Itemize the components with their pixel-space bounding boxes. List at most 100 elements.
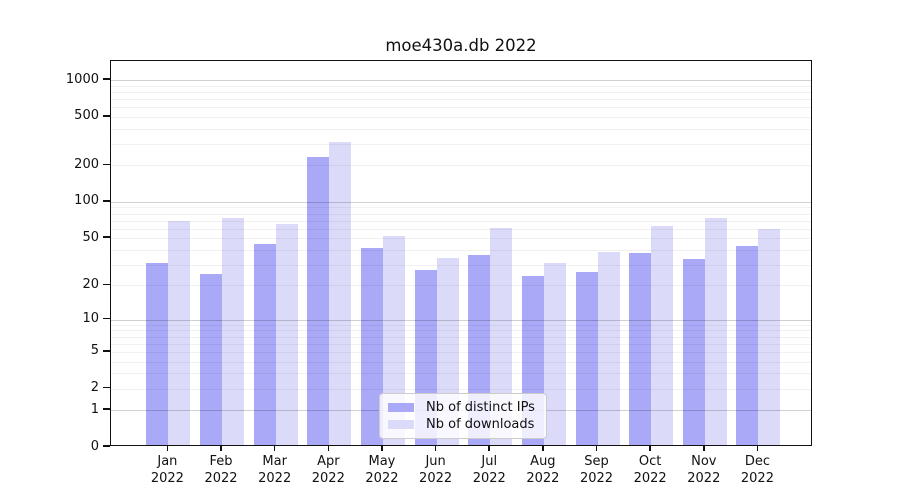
y-tick-mark — [103, 78, 110, 80]
x-tick-mark — [220, 446, 222, 451]
gridline-minor — [111, 264, 811, 266]
bar-distinct-ips-nov — [682, 259, 705, 445]
y-tick-mark — [103, 115, 110, 117]
x-tick-mark — [542, 446, 544, 451]
legend-item-distinct-ips: Nb of distinct IPs — [388, 399, 537, 416]
y-tick-mark — [103, 163, 110, 166]
x-tick-label: May 2022 — [355, 454, 409, 487]
gridline-major — [111, 319, 811, 321]
bar-downloads-sep — [597, 251, 620, 445]
x-tick-year: 2022 — [150, 470, 184, 486]
y-tick-label: 1000 — [65, 71, 99, 87]
x-tick-label: Dec 2022 — [730, 454, 784, 487]
x-tick-month: Nov — [691, 454, 717, 469]
legend-swatch-distinct-ips — [388, 403, 414, 412]
gridline-minor — [111, 388, 811, 390]
legend-label-distinct-ips: Nb of distinct IPs — [426, 400, 535, 415]
gridline-minor — [111, 330, 811, 332]
x-tick-month: Dec — [744, 454, 771, 469]
bar-downloads-apr — [329, 141, 352, 445]
x-tick-label: Sep 2022 — [570, 454, 624, 487]
y-tick-label: 500 — [74, 108, 99, 124]
x-tick-label: Jul 2022 — [462, 454, 516, 487]
gridline-minor — [111, 143, 811, 145]
gridline-major — [111, 80, 811, 82]
x-tick-mark — [327, 446, 330, 451]
x-tick-mark — [434, 446, 437, 451]
y-tick-mark — [103, 350, 110, 352]
x-tick-year: 2022 — [526, 470, 560, 486]
bar-downloads-oct — [651, 225, 674, 445]
bar-downloads-dec — [758, 229, 781, 445]
y-tick-mark — [103, 408, 110, 410]
x-tick-label: Jun 2022 — [409, 454, 463, 487]
gridline-minor — [111, 343, 811, 345]
gridline-minor — [111, 165, 811, 167]
x-tick-mark — [703, 446, 705, 451]
y-tick-label: 0 — [90, 438, 99, 454]
x-tick-mark — [166, 446, 169, 451]
x-tick-month: Jun — [425, 454, 446, 469]
gridline-minor — [111, 228, 811, 230]
gridline-minor — [111, 351, 811, 353]
x-tick-mark — [756, 446, 759, 451]
x-tick-year: 2022 — [740, 470, 774, 486]
bar-downloads-jan — [168, 220, 191, 445]
x-tick-year: 2022 — [258, 470, 292, 486]
bar-distinct-ips-dec — [736, 246, 759, 445]
bar-distinct-ips-sep — [575, 271, 598, 445]
x-tick-year: 2022 — [687, 470, 721, 486]
gridline-minor — [111, 85, 811, 87]
x-tick-year: 2022 — [311, 470, 345, 486]
x-tick-month: Feb — [209, 454, 233, 469]
x-tick-mark — [649, 446, 651, 451]
gridline-minor — [111, 116, 811, 118]
x-tick-mark — [381, 446, 383, 451]
gridline-minor — [111, 361, 811, 363]
x-tick-year: 2022 — [365, 470, 399, 486]
y-tick-mark — [103, 386, 110, 389]
bar-distinct-ips-jan — [146, 262, 169, 445]
x-tick-year: 2022 — [472, 470, 506, 486]
legend-label-downloads: Nb of downloads — [426, 417, 535, 432]
plot-area: Nb of distinct IPs Nb of downloads — [110, 60, 812, 446]
gridline-minor — [111, 249, 811, 251]
x-tick-mark — [273, 446, 276, 451]
gridline-minor — [111, 207, 811, 209]
bar-downloads-nov — [704, 217, 727, 445]
chart-title: moe430a.db 2022 — [385, 36, 537, 55]
gridline-minor — [111, 91, 811, 93]
x-tick-mark — [488, 446, 490, 451]
gridline-major — [111, 201, 811, 203]
gridline-minor — [111, 336, 811, 338]
gridline-minor — [111, 128, 811, 130]
gridline-minor — [111, 324, 811, 326]
gridline-minor — [111, 98, 811, 100]
x-tick-label: Aug 2022 — [516, 454, 570, 487]
y-tick-label: 5 — [90, 343, 99, 359]
gridline-minor — [111, 285, 811, 287]
bar-distinct-ips-mar — [253, 244, 276, 445]
x-tick-month: Oct — [638, 454, 662, 469]
y-tick-label: 20 — [82, 276, 99, 292]
x-tick-label: Mar 2022 — [248, 454, 302, 487]
legend-item-downloads: Nb of downloads — [388, 416, 537, 433]
y-tick-label: 10 — [82, 311, 99, 327]
bar-distinct-ips-feb — [200, 274, 223, 445]
bar-distinct-ips-apr — [307, 156, 330, 445]
x-tick-month: Mar — [262, 454, 287, 469]
x-tick-month: Aug — [530, 454, 556, 469]
x-tick-year: 2022 — [633, 470, 667, 486]
x-tick-month: May — [368, 454, 396, 469]
y-tick-mark — [103, 200, 110, 202]
y-tick-label: 200 — [74, 156, 99, 172]
bar-downloads-aug — [543, 262, 566, 445]
bar-downloads-jul — [490, 227, 513, 445]
x-tick-month: Apr — [317, 454, 340, 469]
bar-downloads-mar — [275, 224, 298, 445]
gridline-minor — [111, 213, 811, 215]
x-tick-year: 2022 — [204, 470, 238, 486]
x-tick-label: Oct 2022 — [623, 454, 677, 487]
x-tick-month: Sep — [584, 454, 609, 469]
